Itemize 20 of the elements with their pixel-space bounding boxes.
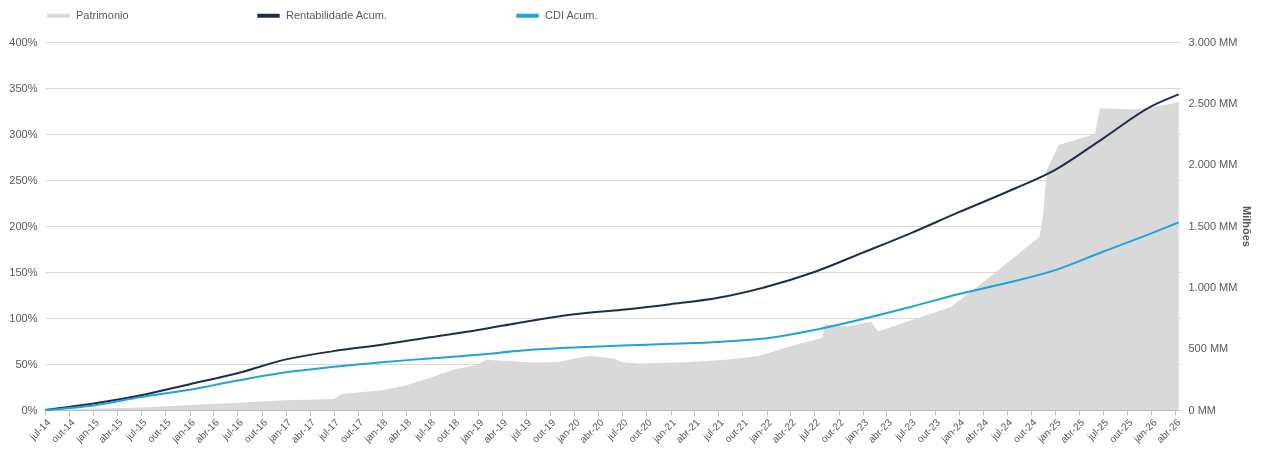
y-tick-label: 0% xyxy=(21,403,38,416)
y-tick-label: 100% xyxy=(9,311,38,324)
legend-label: CDI Acum. xyxy=(545,8,598,21)
y-tick-label: 200% xyxy=(9,219,38,232)
y-tick-label: 250% xyxy=(9,173,38,186)
y2-tick-label: 0 MM xyxy=(1188,403,1216,416)
y2-tick-label: 1.000 MM xyxy=(1188,280,1238,293)
y2-tick-label: 3.000 MM xyxy=(1188,35,1238,48)
y-tick-label: 300% xyxy=(9,127,38,140)
y2-tick-label: 500 MM xyxy=(1188,342,1229,355)
y-tick-label: 150% xyxy=(9,265,38,278)
y-tick-label: 50% xyxy=(15,357,38,370)
y2-tick-label: 2.500 MM xyxy=(1188,96,1238,109)
y2-axis-title: Milhões xyxy=(1241,206,1254,247)
y-tick-label: 350% xyxy=(9,81,38,94)
legend-label: Rentabilidade Acum. xyxy=(286,8,387,21)
y-tick-label: 400% xyxy=(9,35,38,48)
y2-tick-label: 1.500 MM xyxy=(1188,219,1238,232)
y2-tick-label: 2.000 MM xyxy=(1188,158,1238,171)
legend-label: Patrimonio xyxy=(76,8,129,21)
